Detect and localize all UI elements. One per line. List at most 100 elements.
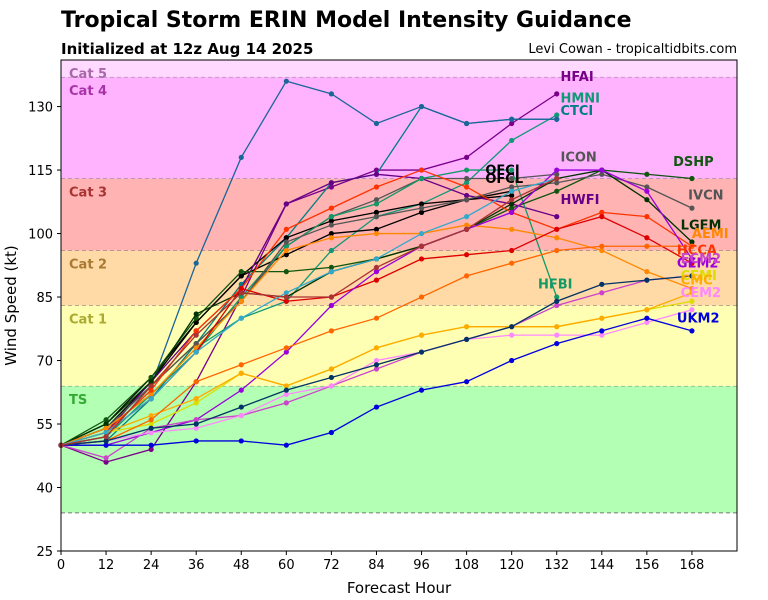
data-point-hcca (328, 205, 334, 211)
data-point-ofcl (193, 319, 199, 326)
data-point-ofcl (283, 252, 289, 258)
data-point-hfai (509, 120, 515, 127)
data-point-ivcn (554, 180, 560, 186)
data-point-gfs (689, 260, 695, 266)
series-label-hcca: HCCA (677, 244, 717, 259)
data-point-ukm2 (689, 328, 695, 334)
y-tick-label: 40 (36, 482, 53, 497)
data-point-cmc (554, 324, 560, 330)
series-label-ofcl: OFCL (485, 172, 523, 187)
data-point-hmni (554, 112, 560, 118)
data-point-gfs (644, 235, 650, 241)
data-point-lgem (689, 239, 695, 245)
series-label-cemi: CEMI (681, 269, 717, 284)
data-point-cem2 (148, 429, 154, 436)
data-point-hwrf-orange (283, 345, 289, 351)
data-point-ecm2 (599, 290, 605, 296)
data-point-cem2 (509, 332, 515, 338)
data-point-hmni (464, 180, 470, 186)
x-tick-label: 168 (680, 558, 705, 573)
data-point-cem2 (193, 425, 199, 431)
x-tick-label: 96 (413, 558, 430, 573)
data-point-ship-dark (238, 404, 244, 410)
data-point-gem2 (238, 387, 244, 393)
series-hwrf-orange (58, 243, 695, 448)
y-tick-label: 100 (28, 228, 53, 243)
data-point-gem2 (373, 269, 380, 275)
data-point-aemi (509, 226, 515, 232)
data-point-hwrf-hub (373, 120, 380, 127)
data-point-aemi (328, 235, 334, 241)
band-label: Cat 5 (69, 67, 107, 82)
series-label-ivcn: IVCN (688, 189, 723, 204)
data-point-hwfi (464, 192, 470, 199)
data-point-icon (464, 175, 470, 182)
data-point-hwrf-orange (644, 243, 650, 249)
band-label: Cat 4 (69, 84, 107, 99)
data-point-hwfi (554, 214, 560, 220)
data-point-ship-dark (464, 336, 470, 342)
data-point-coamps (373, 264, 380, 271)
data-point-gfs (418, 256, 425, 262)
data-point-dshp (689, 175, 695, 182)
data-point-lgem (509, 201, 515, 207)
data-point-hmon (328, 269, 334, 275)
data-point-ivcn (599, 171, 605, 177)
data-point-cmc (193, 396, 199, 402)
series-line-hmni (60, 114, 558, 446)
data-point-hcca (283, 226, 289, 232)
data-point-hfai (148, 446, 154, 453)
data-point-cmc (238, 370, 244, 376)
data-point-dshp (238, 269, 244, 275)
data-point-hwrf-orange (193, 379, 199, 385)
data-point-ecm2 (193, 417, 199, 423)
y-tick-label: 130 (28, 101, 53, 116)
x-tick-label: 0 (57, 558, 65, 573)
data-point-ukm2 (193, 438, 199, 444)
data-point-hfai (328, 184, 334, 190)
data-point-hmon (373, 256, 380, 262)
series-label-aemi: AEMI (692, 227, 729, 242)
data-point-cemi (148, 421, 154, 427)
data-point-hwrf-orange (373, 315, 380, 321)
data-point-hfbi (238, 294, 244, 300)
data-point-hwfi (283, 201, 289, 207)
data-point-ecm2 (283, 400, 289, 406)
data-point-ukm2 (148, 442, 154, 448)
data-point-ofcl (328, 230, 334, 237)
band-cat-5 (61, 60, 737, 77)
data-point-hfai (554, 91, 560, 97)
data-point-hfbi (283, 243, 289, 249)
series-label-hfbi: HFBI (538, 278, 573, 293)
data-point-coamps (418, 243, 425, 249)
data-point-ship-dark (193, 421, 199, 427)
data-point-aemi (689, 285, 695, 292)
data-point-ivcn (689, 205, 695, 211)
data-point-aemi (554, 235, 560, 241)
plot-frame (60, 59, 738, 552)
data-point-ship-dark (148, 425, 154, 431)
data-point-ship-dark (418, 349, 425, 355)
data-point-gfs (554, 226, 560, 232)
x-tick-label: 132 (544, 558, 569, 573)
credit: Levi Cowan - tropicaltidbits.com (528, 42, 737, 57)
data-point-ivcn (328, 222, 334, 228)
data-point-aemi (644, 269, 650, 275)
y-tick-label: 70 (36, 355, 53, 370)
data-point-ofci (283, 235, 289, 241)
data-point-aemi (283, 247, 289, 254)
data-point-ivcn (644, 184, 650, 190)
data-point-cmc (599, 315, 605, 321)
data-point-hmni (328, 247, 334, 254)
data-point-hwrf-hub (464, 120, 470, 127)
band-ts (61, 385, 737, 513)
series-label-cmc: CMC (681, 273, 713, 288)
data-point-hcca (599, 209, 605, 215)
data-point-hwrf-orange (509, 260, 515, 266)
data-point-hfbi (328, 214, 334, 220)
data-point-ship-dark (103, 438, 109, 444)
data-point-ofcl (509, 192, 515, 199)
data-point-hfbi (554, 294, 560, 300)
data-point-gem2 (328, 302, 334, 309)
y-tick-label: 115 (28, 164, 53, 179)
